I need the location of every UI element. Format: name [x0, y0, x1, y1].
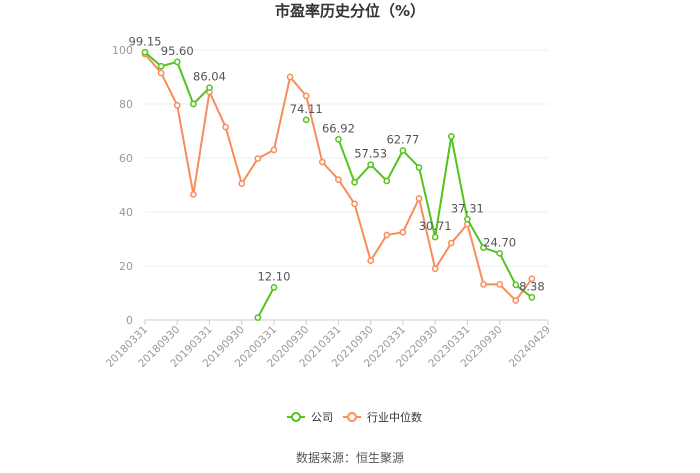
data-point[interactable] [528, 275, 536, 283]
data-point[interactable] [383, 231, 391, 239]
y-axis: 0 20 40 60 80 100 [112, 44, 133, 327]
data-point[interactable] [157, 69, 165, 77]
series-0 [141, 48, 536, 321]
data-source: 数据来源：恒生聚源 [296, 450, 404, 465]
data-point[interactable] [270, 146, 278, 154]
data-point[interactable] [173, 58, 181, 66]
y-tick-label: 20 [119, 260, 133, 273]
data-point[interactable] [512, 281, 520, 289]
data-point[interactable] [351, 178, 358, 186]
data-point[interactable] [190, 100, 197, 108]
data-label: 30.71 [419, 219, 452, 233]
data-label: 37.31 [451, 201, 484, 215]
y-tick-label: 0 [126, 314, 133, 327]
data-point[interactable] [399, 228, 407, 236]
data-point[interactable] [157, 62, 165, 70]
series-line [256, 286, 275, 319]
data-label: 24.70 [483, 235, 516, 249]
legend-company-label: 公司 [311, 411, 333, 424]
legend[interactable]: 公司 行业中位数 [287, 410, 422, 424]
data-point[interactable] [496, 281, 503, 288]
x-tick-label: 20240429 [507, 324, 553, 370]
data-point[interactable] [480, 244, 487, 251]
y-tick-label: 40 [119, 206, 133, 219]
data-point[interactable] [367, 257, 375, 264]
data-point[interactable] [512, 297, 520, 304]
data-label: 62.77 [386, 133, 419, 147]
data-point[interactable] [206, 84, 213, 92]
data-point[interactable] [318, 158, 326, 166]
data-point[interactable] [335, 135, 342, 143]
data-label: 57.53 [354, 147, 387, 161]
data-label: 12.10 [257, 269, 290, 283]
data-point[interactable] [431, 233, 439, 241]
data-label: 74.11 [290, 102, 323, 116]
legend-industry-label: 行业中位数 [367, 410, 422, 424]
data-point[interactable] [286, 73, 294, 81]
data-point[interactable] [447, 239, 455, 247]
data-point[interactable] [415, 164, 423, 171]
data-point[interactable] [335, 176, 342, 183]
series-1 [141, 50, 536, 304]
legend-industry-swatch-marker [347, 412, 357, 422]
x-axis: 2018033120180930201903312019093020200331… [104, 320, 553, 370]
data-point[interactable] [302, 92, 310, 100]
data-point[interactable] [141, 48, 149, 56]
data-point[interactable] [447, 133, 455, 140]
data-point[interactable] [238, 180, 246, 187]
grid-lines [145, 49, 548, 321]
y-tick-label: 80 [119, 98, 133, 111]
legend-company-swatch-marker [291, 412, 301, 422]
data-point[interactable] [351, 200, 358, 208]
data-point[interactable] [496, 249, 503, 257]
data-point[interactable] [367, 161, 375, 169]
data-point[interactable] [254, 314, 262, 321]
legend-item-industry-median[interactable]: 行业中位数 [343, 410, 422, 424]
data-label: 99.15 [129, 34, 162, 48]
data-point[interactable] [383, 177, 391, 185]
data-point[interactable] [190, 191, 197, 198]
data-label: 66.92 [322, 121, 355, 135]
data-label: 86.04 [193, 70, 226, 84]
data-label: 8.38 [519, 279, 545, 293]
data-point[interactable] [480, 281, 487, 288]
y-tick-label: 100 [112, 44, 133, 57]
series-layer [141, 48, 536, 321]
data-point[interactable] [270, 283, 278, 291]
data-point[interactable] [464, 215, 471, 223]
data-point[interactable] [431, 265, 439, 273]
legend-item-company[interactable]: 公司 [287, 411, 333, 424]
chart-title: 市盈率历史分位（%） [275, 2, 425, 20]
data-point[interactable] [415, 195, 423, 202]
data-point[interactable] [302, 116, 310, 124]
data-point[interactable] [528, 294, 536, 301]
data-point[interactable] [399, 147, 407, 154]
data-point[interactable] [173, 102, 181, 109]
data-point[interactable] [222, 123, 229, 131]
data-point[interactable] [254, 155, 262, 162]
data-label: 95.60 [161, 44, 194, 58]
y-tick-label: 60 [119, 152, 133, 165]
